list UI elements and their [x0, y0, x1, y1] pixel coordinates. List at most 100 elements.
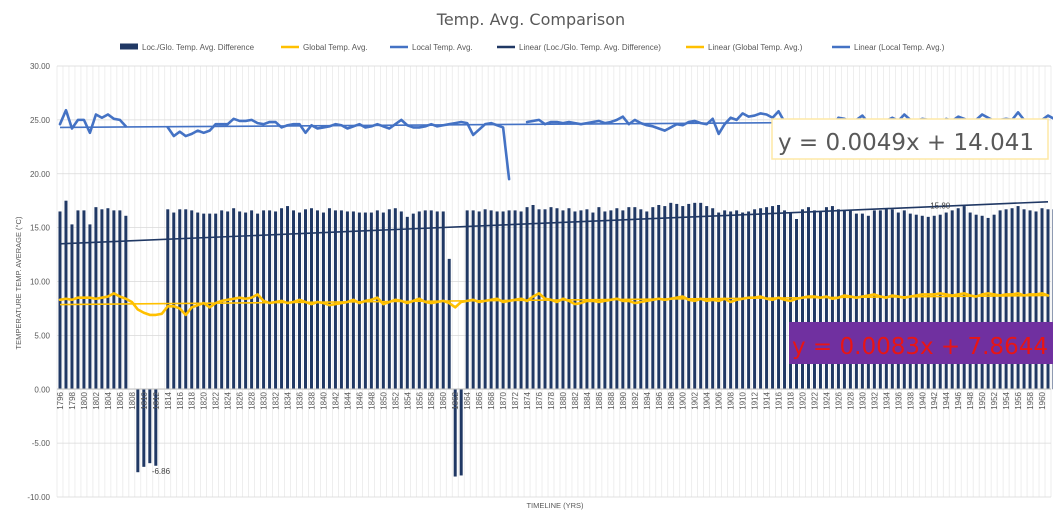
difference-bar [423, 210, 427, 390]
x-tick-label: 1942 [930, 391, 939, 409]
difference-bar [112, 210, 116, 390]
difference-bar [890, 209, 894, 390]
y-tick-label: 5.00 [34, 331, 50, 340]
difference-bar [309, 208, 313, 390]
difference-bar [387, 209, 391, 390]
difference-bar [88, 224, 92, 390]
equation-box-global[interactable]: y = 0.0083x + 7.8644 [789, 322, 1053, 364]
x-tick-label: 1898 [667, 391, 676, 409]
x-tick-label: 1886 [595, 391, 604, 409]
y-tick-label: 20.00 [30, 170, 51, 179]
difference-bar [920, 215, 924, 390]
difference-bar [902, 210, 906, 390]
data-label: 15.80 [930, 201, 951, 210]
difference-bar [286, 206, 290, 390]
x-tick-label: 1834 [284, 391, 293, 409]
difference-bar [992, 214, 996, 390]
x-tick-label: 1850 [379, 391, 388, 409]
difference-bar [860, 213, 864, 390]
x-tick-label: 1820 [200, 391, 209, 409]
x-tick-label: 1816 [176, 391, 185, 409]
x-tick-label: 1800 [80, 391, 89, 409]
difference-bar [304, 209, 307, 390]
difference-bar [657, 204, 661, 390]
x-tick-label: 1920 [799, 391, 808, 409]
x-tick-label: 1828 [248, 391, 257, 409]
data-labels: -6.86 15.80 [152, 201, 951, 476]
y-tick-label: 25.00 [30, 116, 51, 125]
x-tick-label: 1912 [751, 391, 760, 409]
difference-bar [333, 210, 337, 390]
x-tick-label: 1832 [272, 391, 281, 409]
equation-box-local-frame [771, 118, 1049, 160]
y-axis-ticks: 30.00 25.00 20.00 15.00 10.00 5.00 0.00 -5.00 -1… [27, 62, 50, 502]
difference-bar [82, 210, 86, 390]
x-tick-label: 1818 [188, 391, 197, 409]
x-tick-label: 1864 [463, 391, 472, 409]
x-tick-label: 1860 [439, 391, 448, 409]
x-tick-label: 1826 [236, 391, 245, 409]
x-tick-label: 1922 [810, 391, 819, 409]
difference-bar [878, 210, 882, 390]
x-tick-label: 1946 [954, 391, 963, 409]
difference-bar [854, 213, 858, 390]
difference-bar [801, 209, 804, 390]
x-tick-label: 1892 [631, 391, 640, 409]
x-tick-label: 1812 [152, 391, 161, 409]
difference-bar [669, 202, 673, 390]
difference-trend-line [59, 200, 1049, 245]
x-tick-label: 1866 [475, 391, 484, 409]
x-tick-label: 1854 [403, 391, 412, 409]
difference-bar [214, 213, 218, 390]
data-label: -6.86 [152, 467, 171, 476]
x-tick-label: 1950 [978, 391, 987, 409]
difference-bar [256, 213, 260, 390]
x-tick-label: 1890 [619, 391, 628, 409]
difference-bar [178, 209, 182, 390]
difference-bar [250, 210, 254, 390]
x-tick-label: 1956 [1014, 391, 1023, 409]
difference-bar [76, 210, 80, 390]
difference-bar [268, 210, 272, 390]
x-tick-label: 1908 [727, 391, 736, 409]
global-temp-line [58, 292, 1050, 317]
difference-bar [866, 215, 870, 390]
difference-bar [836, 209, 840, 390]
difference-bar [244, 212, 248, 390]
y-axis-title: TEMPERATURE TEMP. AVERAGE (°C) [14, 216, 23, 349]
x-tick-label: 1808 [128, 391, 137, 409]
equation-box-local[interactable]: y = 0.0049x + 14.041 [771, 118, 1049, 160]
difference-bar [525, 207, 529, 390]
difference-bar [1034, 211, 1038, 390]
difference-bar [375, 210, 379, 390]
difference-bar [1016, 206, 1020, 390]
x-tick-label: 1862 [451, 391, 460, 409]
difference-bar [280, 208, 284, 390]
equation-local: y = 0.0049x + 14.041 [778, 130, 1034, 156]
difference-bar [292, 210, 296, 390]
x-axis-ticks: 1796 1798 1800 1802 1804 1806 1808 1810 1812 1814… [56, 391, 1047, 409]
legend-label: Linear (Loc./Glo. Temp. Avg. Difference) [519, 43, 661, 52]
x-tick-label: 1888 [607, 391, 616, 409]
difference-bar [1040, 208, 1044, 390]
difference-bar [1022, 209, 1026, 390]
difference-bar [70, 224, 74, 390]
x-tick-label: 1874 [523, 391, 532, 409]
x-tick-label: 1904 [703, 391, 712, 409]
difference-bar [1028, 210, 1032, 390]
x-tick-label: 1902 [691, 391, 700, 409]
difference-bar [64, 200, 68, 390]
x-tick-label: 1806 [116, 391, 125, 409]
x-tick-label: 1814 [164, 391, 173, 409]
x-tick-label: 1932 [870, 391, 879, 409]
difference-bar [795, 219, 799, 390]
difference-bar [950, 210, 954, 390]
difference-bar [190, 210, 194, 390]
x-tick-label: 1960 [1038, 391, 1047, 409]
x-tick-label: 1926 [834, 391, 843, 409]
x-tick-label: 1954 [1002, 391, 1011, 409]
x-tick-label: 1824 [224, 391, 233, 409]
legend-swatch-bar [120, 43, 138, 50]
y-tick-label: 15.00 [30, 224, 51, 233]
difference-bar [956, 208, 960, 390]
